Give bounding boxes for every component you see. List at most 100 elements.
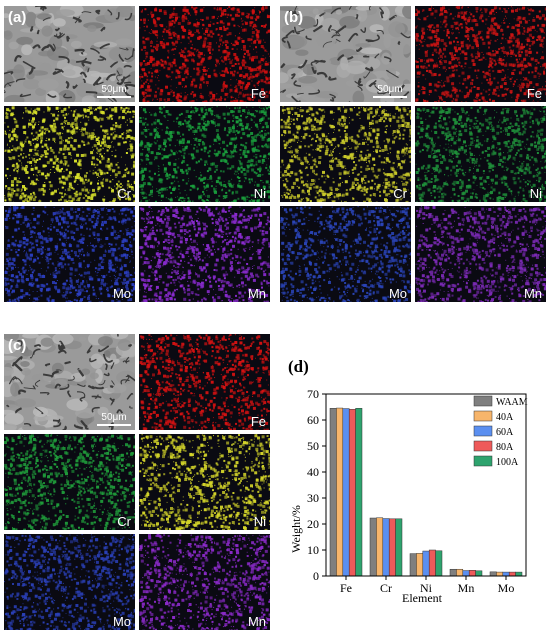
sem-image-c: (c) 50μm xyxy=(4,334,135,430)
x-tick-label: Mn xyxy=(458,581,475,595)
bar-100a-ni xyxy=(436,551,442,576)
legend-swatch-40a xyxy=(474,411,492,421)
eds-map-mn: Mn xyxy=(139,206,270,302)
x-tick-label: Ni xyxy=(420,581,433,595)
scale-bar: 50μm xyxy=(97,412,131,426)
eds-speckle-map xyxy=(4,106,135,202)
y-tick-label: 40 xyxy=(307,465,319,479)
bar-80a-mo xyxy=(509,572,515,576)
legend-swatch-waam xyxy=(474,396,492,406)
bar-60a-fe xyxy=(343,409,349,576)
eds-map-fe: Fe xyxy=(139,334,270,430)
y-tick-label: 30 xyxy=(307,491,319,505)
scale-bar-text: 50μm xyxy=(101,412,126,423)
eds-map-cr: Cr xyxy=(280,106,411,202)
bar-40a-cr xyxy=(376,518,382,576)
bar-40a-mo xyxy=(496,572,502,576)
bar-80a-cr xyxy=(389,519,395,576)
eds-map-ni: Ni xyxy=(415,106,546,202)
panel-label: (a) xyxy=(8,9,26,26)
element-label: Ni xyxy=(530,186,542,201)
panel-label: (d) xyxy=(288,357,309,376)
eds-map-mo: Mo xyxy=(4,534,135,630)
bar-80a-fe xyxy=(349,409,355,576)
bar-100a-mn xyxy=(476,571,482,576)
element-label: Mo xyxy=(389,286,407,301)
element-label: Mn xyxy=(524,286,542,301)
eds-speckle-map xyxy=(139,106,270,202)
eds-map-ni: Ni xyxy=(139,106,270,202)
bar-60a-ni xyxy=(423,551,429,576)
scale-bar-text: 50μm xyxy=(101,84,126,95)
bar-100a-cr xyxy=(396,519,402,576)
element-label: Cr xyxy=(117,514,131,529)
element-label: Fe xyxy=(251,86,266,101)
x-tick-label: Mo xyxy=(498,581,515,595)
x-tick-label: Cr xyxy=(380,581,392,595)
y-tick-label: 60 xyxy=(307,413,319,427)
eds-map-mo: Mo xyxy=(4,206,135,302)
legend-swatch-60a xyxy=(474,426,492,436)
bar-waam-mo xyxy=(490,572,496,576)
bar-waam-fe xyxy=(330,408,336,576)
bar-60a-cr xyxy=(383,519,389,576)
x-tick-label: Fe xyxy=(340,581,352,595)
eds-map-fe: Fe xyxy=(415,6,546,102)
bar-40a-ni xyxy=(416,553,422,576)
y-tick-label: 10 xyxy=(307,543,319,557)
eds-map-cr: Cr xyxy=(4,106,135,202)
bar-waam-mn xyxy=(450,569,456,576)
y-tick-label: 0 xyxy=(313,569,319,583)
bar-100a-mo xyxy=(516,572,522,576)
eds-map-mn: Mn xyxy=(139,534,270,630)
element-label: Mo xyxy=(113,286,131,301)
bar-60a-mo xyxy=(503,572,509,576)
element-label: Cr xyxy=(117,186,131,201)
legend-swatch-100a xyxy=(474,456,492,466)
panel-label: (b) xyxy=(284,9,303,26)
bar-waam-ni xyxy=(410,554,416,576)
element-label: Fe xyxy=(527,86,542,101)
legend-swatch-80a xyxy=(474,441,492,451)
y-tick-label: 50 xyxy=(307,439,319,453)
eds-map-fe: Fe xyxy=(139,6,270,102)
legend-label-80a: 80A xyxy=(496,442,514,453)
bar-waam-cr xyxy=(370,518,376,576)
bar-40a-mn xyxy=(456,569,462,576)
bar-40a-fe xyxy=(336,408,342,576)
bar-80a-ni xyxy=(429,550,435,576)
legend-label-40a: 40A xyxy=(496,412,514,423)
y-tick-label: 20 xyxy=(307,517,319,531)
element-label: Mn xyxy=(248,614,266,629)
y-axis-label: Weight/% xyxy=(289,505,303,553)
scale-bar: 50μm xyxy=(373,84,407,98)
panel-label: (c) xyxy=(8,337,26,354)
eds-speckle-map xyxy=(139,434,270,530)
y-tick-label: 70 xyxy=(307,387,319,401)
element-label: Cr xyxy=(393,186,407,201)
eds-map-mn: Mn xyxy=(415,206,546,302)
bar-100a-fe xyxy=(356,408,362,576)
bar-80a-mn xyxy=(469,570,475,576)
sem-image-b: (b) 50μm xyxy=(280,6,411,102)
legend-label-waam: WAAM xyxy=(496,397,528,408)
eds-map-mo: Mo xyxy=(280,206,411,302)
sem-image-a: (a) 50μm xyxy=(4,6,135,102)
element-label: Mn xyxy=(248,286,266,301)
eds-map-cr: Cr xyxy=(4,434,135,530)
legend-label-60a: 60A xyxy=(496,427,514,438)
element-label: Ni xyxy=(254,514,266,529)
legend-label-100a: 100A xyxy=(496,457,519,468)
scale-bar: 50μm xyxy=(97,84,131,98)
eds-speckle-map xyxy=(4,434,135,530)
element-label: Fe xyxy=(251,414,266,429)
eds-speckle-map xyxy=(415,106,546,202)
scale-bar-text: 50μm xyxy=(377,84,402,95)
element-label: Ni xyxy=(254,186,266,201)
eds-map-ni: Ni xyxy=(139,434,270,530)
element-label: Mo xyxy=(113,614,131,629)
eds-speckle-map xyxy=(280,106,411,202)
bar-60a-mn xyxy=(463,571,469,576)
